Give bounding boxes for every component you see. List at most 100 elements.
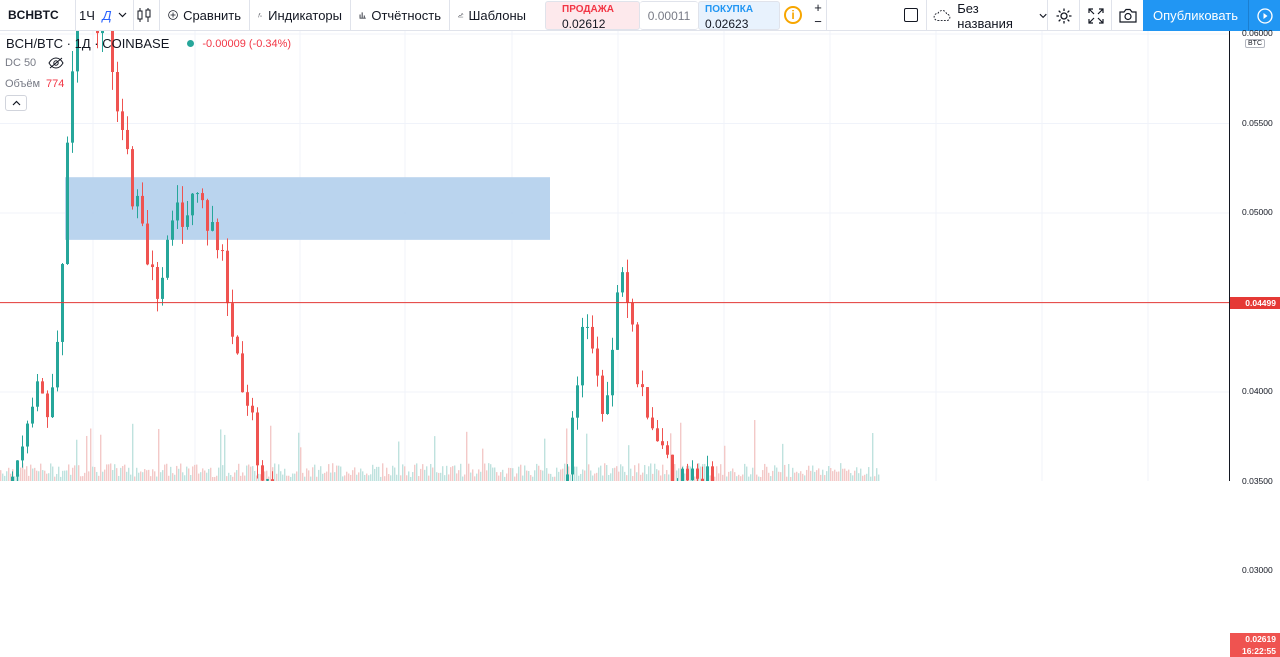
layout-menu-button[interactable]: Без названия <box>926 0 1048 31</box>
volume-bar <box>532 476 534 481</box>
volume-bar <box>322 473 324 481</box>
volume-bar <box>720 464 722 481</box>
templates-button[interactable]: Шаблоны <box>450 0 534 31</box>
candle-body <box>596 348 599 376</box>
volume-bar <box>674 464 676 481</box>
publish-options-button[interactable] <box>1248 0 1280 31</box>
volume-bar <box>792 467 794 481</box>
volume-bar <box>468 463 470 481</box>
chevron-up-icon <box>12 100 20 106</box>
candle-body <box>266 479 269 481</box>
snapshot-button[interactable] <box>1112 0 1143 31</box>
volume-bar <box>0 470 2 481</box>
volume-bar <box>336 465 338 481</box>
chart-legend: BCH/BTC · 1Д · COINBASE -0.00009 (-0.34%… <box>6 36 291 51</box>
volume-bar <box>392 465 394 481</box>
volume-bar <box>478 469 480 481</box>
interval-day-button[interactable]: Д <box>98 0 116 31</box>
candle-body <box>41 381 44 394</box>
volume-bar <box>844 468 846 481</box>
volume-bar <box>826 471 828 481</box>
volume-bar <box>214 476 216 481</box>
volume-bar <box>218 467 220 481</box>
volume-bar <box>70 474 72 481</box>
candle-body <box>156 267 159 299</box>
info-icon[interactable]: i <box>784 6 802 24</box>
volume-bar <box>678 468 680 481</box>
interval-dropdown-button[interactable] <box>116 0 134 31</box>
fullscreen-square-icon[interactable] <box>904 8 918 22</box>
volume-bar <box>328 464 330 481</box>
camera-icon <box>1118 8 1137 23</box>
volume-bar <box>388 474 390 481</box>
volume-bar <box>100 434 102 481</box>
volume-bar <box>356 474 358 481</box>
volume-bar <box>484 463 486 481</box>
volume-bar <box>56 473 58 481</box>
currency-unit[interactable]: BTC <box>1245 39 1265 48</box>
compare-button[interactable]: Сравнить <box>160 0 250 31</box>
volume-bar <box>396 474 398 481</box>
volume-bar <box>528 471 530 481</box>
volume-bar <box>864 474 866 481</box>
volume-bar <box>326 471 328 481</box>
horizontal-lines[interactable] <box>0 302 1229 481</box>
volume-bar <box>406 475 408 481</box>
interval-1h-button[interactable]: 1Ч <box>76 0 98 31</box>
volume-bar <box>150 476 152 481</box>
volume-bar <box>30 464 32 481</box>
zoom-in-button[interactable]: + <box>814 0 822 15</box>
volume-value: 774 <box>46 78 65 90</box>
volume-bar <box>362 471 364 481</box>
candle-body <box>261 465 264 481</box>
candle-body <box>251 405 254 413</box>
volume-bar <box>10 473 12 481</box>
volume-bar <box>638 463 640 481</box>
range-zones[interactable] <box>65 177 850 481</box>
volume-bar <box>578 475 580 481</box>
volume-bar <box>878 474 880 481</box>
volume-bar <box>504 476 506 481</box>
volume-bar <box>774 465 776 481</box>
volume-bar <box>838 471 840 481</box>
volume-bar <box>350 474 352 481</box>
volume-bar <box>68 464 70 481</box>
volume-bar <box>752 467 754 481</box>
candle-body <box>686 468 689 481</box>
volume-bar <box>846 470 848 481</box>
volume-bar <box>618 471 620 481</box>
candle-body <box>601 375 604 414</box>
volume-bar <box>256 475 258 481</box>
sell-button[interactable]: ПРОДАЖА 0.02612 <box>545 1 640 31</box>
chart-type-button[interactable] <box>134 0 160 31</box>
volume-bar <box>242 472 244 481</box>
candle-body <box>591 326 594 349</box>
price-chart[interactable] <box>0 31 1229 481</box>
zoom-out-button[interactable]: − <box>814 14 822 29</box>
volume-bar <box>18 474 20 481</box>
settings-button[interactable] <box>1048 0 1080 31</box>
volume-bar <box>634 465 636 481</box>
volume-bar <box>166 463 168 481</box>
candle-body <box>151 264 154 268</box>
eye-off-icon[interactable] <box>48 57 64 69</box>
volume-bar <box>508 467 510 481</box>
collapse-legend-button[interactable] <box>5 95 27 111</box>
volume-bar <box>122 466 124 481</box>
volume-bar <box>620 464 622 481</box>
reports-button[interactable]: Отчётность <box>351 0 450 31</box>
buy-button[interactable]: ПОКУПКА 0.02623 <box>698 1 780 31</box>
volume-bar <box>404 466 406 481</box>
price-axis[interactable]: BTC 0.070000.065000.060000.055000.050000… <box>1229 28 1280 657</box>
volume-bar <box>354 467 356 481</box>
volume-bar <box>576 466 578 481</box>
range-zone <box>65 177 550 240</box>
volume-bar <box>610 473 612 481</box>
volume-bar <box>668 474 670 481</box>
candle-body <box>571 417 574 475</box>
symbol-search-button[interactable]: BCHBTC <box>0 0 76 31</box>
publish-button[interactable]: Опубликовать <box>1143 0 1248 31</box>
candle-body <box>691 468 694 481</box>
fullscreen-button[interactable] <box>1080 0 1112 31</box>
